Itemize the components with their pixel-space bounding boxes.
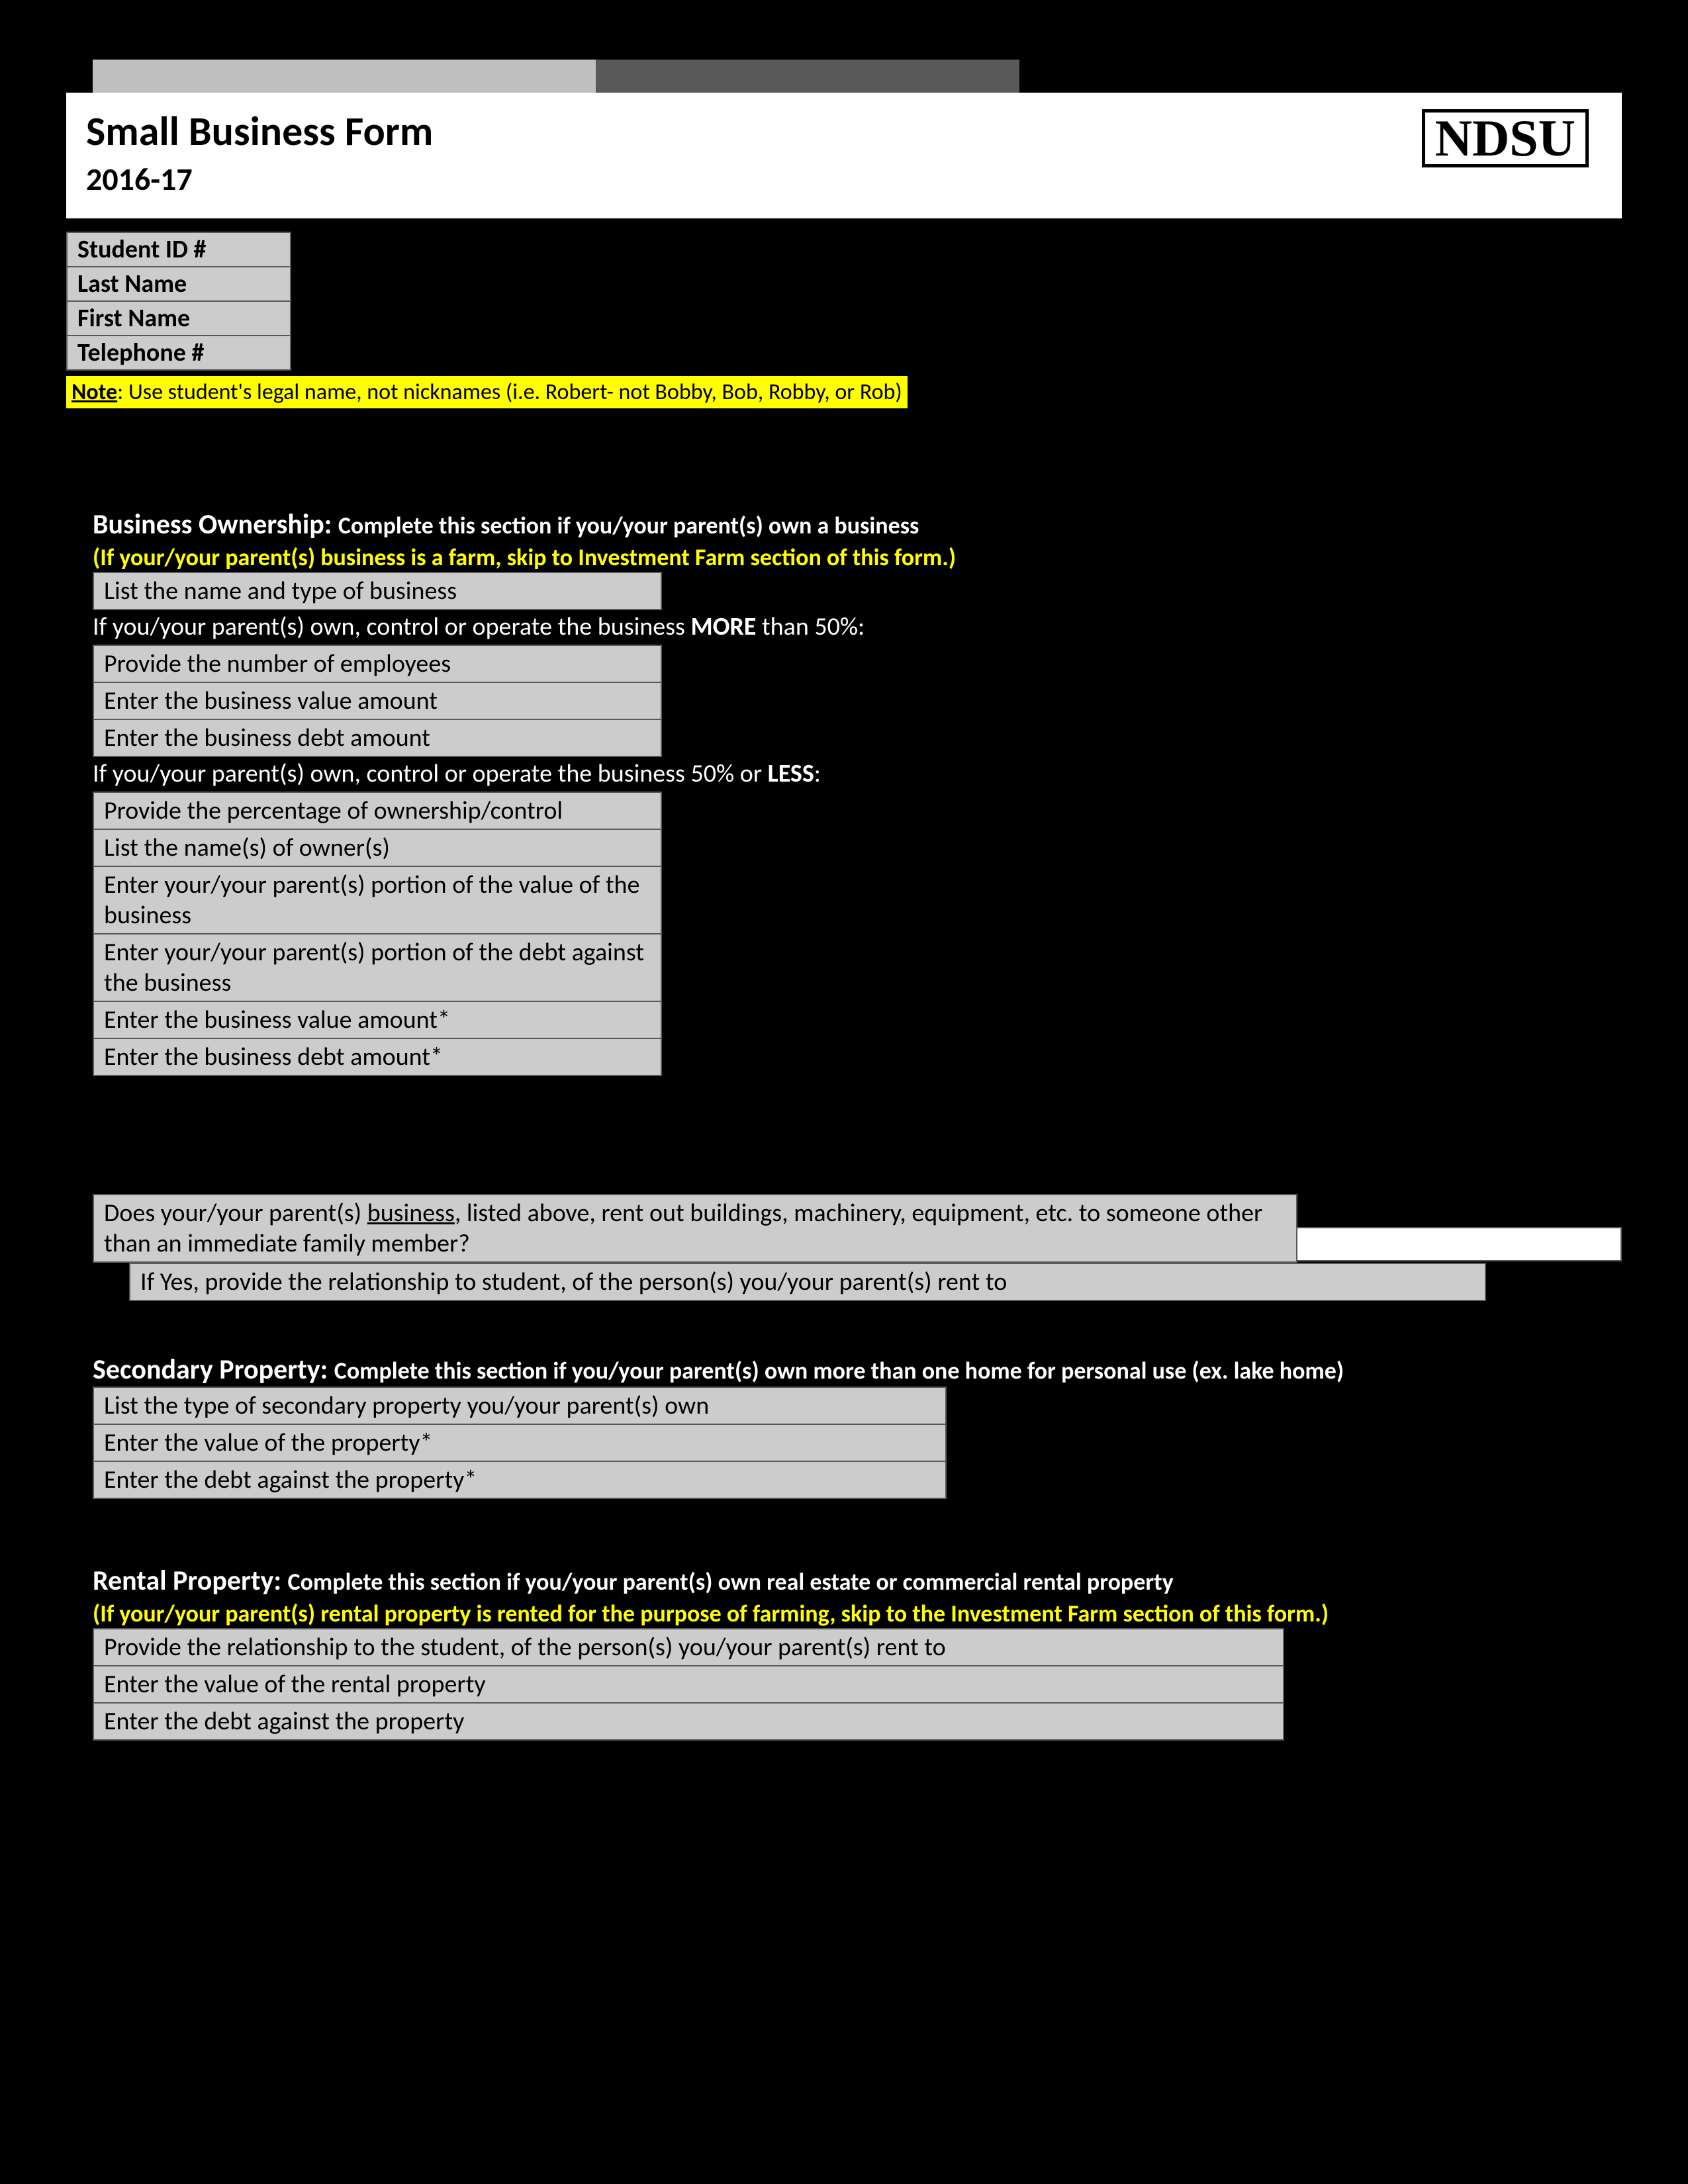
rent-question-row: Does your/your parent(s) business, liste… xyxy=(93,1194,1622,1263)
rental-farm-note: (If your/your parent(s) rental property … xyxy=(93,1599,1622,1628)
business-header: Business Ownership: xyxy=(93,508,338,541)
secondary-header: Secondary Property: xyxy=(93,1353,334,1387)
rental-relationship-field[interactable]: Provide the relationship to the student,… xyxy=(93,1628,1284,1666)
student-id-label: Student ID # xyxy=(66,232,291,267)
telephone-label: Telephone # xyxy=(66,335,291,371)
portion-debt-field[interactable]: Enter your/your parent(s) portion of the… xyxy=(93,933,662,1002)
business-farm-note: (If your/your parent(s) business is a fa… xyxy=(93,543,1622,572)
rental-debt-field[interactable]: Enter the debt against the property xyxy=(93,1702,1284,1741)
secondary-property-section: Secondary Property: Complete this sectio… xyxy=(93,1353,1622,1499)
business-value-more-field[interactable]: Enter the business value amount xyxy=(93,682,662,720)
form-year: 2016-17 xyxy=(86,159,1422,199)
business-name-type-field[interactable]: List the name and type of business xyxy=(93,572,662,610)
last-name-label: Last Name xyxy=(66,266,291,302)
secondary-value-field[interactable]: Enter the value of the property* xyxy=(93,1424,947,1462)
owners-names-field[interactable]: List the name(s) of owner(s) xyxy=(93,829,662,867)
more-than-50-text: If you/your parent(s) own, control or op… xyxy=(93,609,1622,645)
secondary-type-field[interactable]: List the type of secondary property you/… xyxy=(93,1387,947,1425)
business-value-less-field[interactable]: Enter the business value amount* xyxy=(93,1001,662,1039)
title-box: Small Business Form 2016-17 NDSU xyxy=(66,93,1622,218)
header-bar-dark xyxy=(596,60,1019,93)
ownership-percentage-field[interactable]: Provide the percentage of ownership/cont… xyxy=(93,792,662,830)
secondary-debt-field[interactable]: Enter the debt against the property* xyxy=(93,1461,947,1499)
rent-followup-field[interactable]: If Yes, provide the relationship to stud… xyxy=(129,1263,1486,1301)
less-than-50-text: If you/your parent(s) own, control or op… xyxy=(93,756,1622,792)
secondary-subtext: Complete this section if you/your parent… xyxy=(334,1356,1344,1385)
business-debt-more-field[interactable]: Enter the business debt amount xyxy=(93,719,662,757)
employees-field[interactable]: Provide the number of employees xyxy=(93,645,662,683)
business-debt-less-field[interactable]: Enter the business debt amount* xyxy=(93,1038,662,1076)
business-ownership-section: Business Ownership: Complete this sectio… xyxy=(93,508,1622,1076)
rental-value-field[interactable]: Enter the value of the rental property xyxy=(93,1665,1284,1704)
first-name-label: First Name xyxy=(66,300,291,336)
portion-value-field[interactable]: Enter your/your parent(s) portion of the… xyxy=(93,866,662,934)
rent-question-answer-field[interactable] xyxy=(1296,1227,1622,1261)
legal-name-note: Note: Use student's legal name, not nick… xyxy=(66,376,908,408)
ndsu-logo: NDSU xyxy=(1422,109,1589,167)
rental-subtext: Complete this section if you/your parent… xyxy=(288,1567,1174,1596)
student-info-section: Student ID # Last Name First Name Teleph… xyxy=(66,232,1622,408)
header-bars xyxy=(93,60,1622,93)
header-bar-light xyxy=(93,60,596,93)
rent-question-text: Does your/your parent(s) business, liste… xyxy=(93,1194,1297,1263)
form-title: Small Business Form xyxy=(86,106,1422,156)
rental-property-section: Rental Property: Complete this section i… xyxy=(93,1564,1622,1741)
business-subtext: Complete this section if you/your parent… xyxy=(338,511,919,540)
rental-header: Rental Property: xyxy=(93,1564,288,1598)
